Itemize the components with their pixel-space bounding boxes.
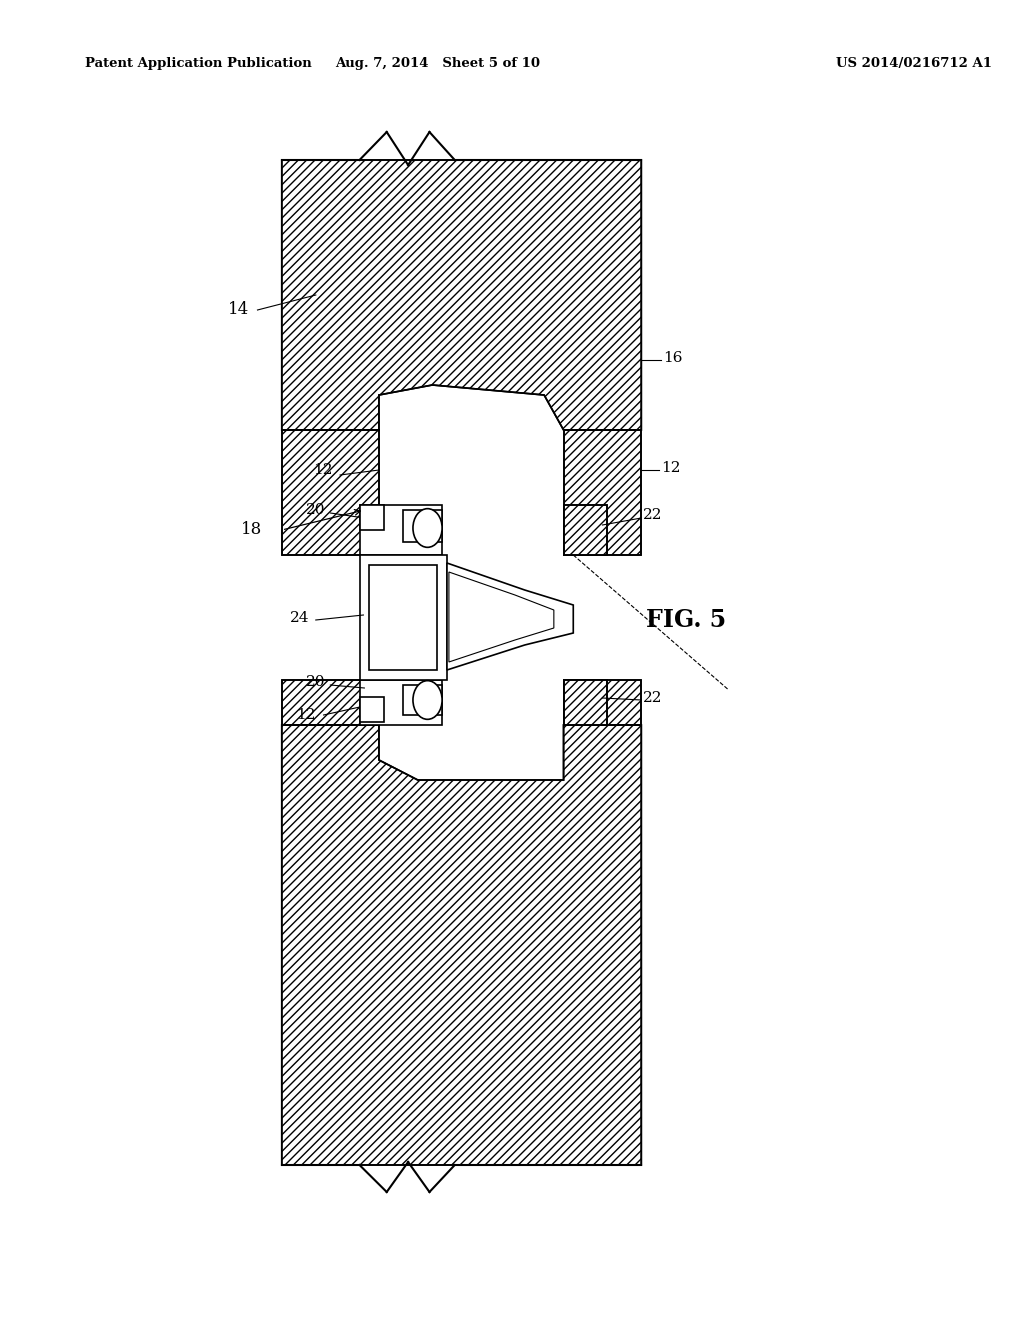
Polygon shape	[359, 680, 442, 725]
Polygon shape	[359, 554, 446, 680]
Polygon shape	[403, 685, 442, 715]
Text: US 2014/0216712 A1: US 2014/0216712 A1	[836, 57, 992, 70]
Polygon shape	[282, 160, 641, 430]
Text: 20: 20	[306, 503, 326, 517]
Text: 12: 12	[296, 708, 315, 722]
Text: 24: 24	[290, 611, 309, 624]
Polygon shape	[563, 680, 607, 725]
Polygon shape	[446, 564, 573, 671]
Polygon shape	[563, 680, 641, 725]
Text: 18: 18	[241, 521, 262, 539]
Polygon shape	[563, 506, 607, 554]
Polygon shape	[282, 725, 641, 1166]
Polygon shape	[359, 506, 442, 554]
Text: 22: 22	[643, 508, 663, 521]
Text: FIG. 5: FIG. 5	[646, 609, 726, 632]
Polygon shape	[359, 506, 384, 531]
Text: 22: 22	[643, 690, 663, 705]
Text: 12: 12	[660, 461, 680, 475]
Text: 14: 14	[228, 301, 250, 318]
Polygon shape	[370, 565, 437, 671]
Polygon shape	[403, 510, 442, 543]
Polygon shape	[563, 430, 641, 554]
Text: 12: 12	[313, 463, 333, 477]
Polygon shape	[449, 572, 554, 663]
Text: Patent Application Publication: Patent Application Publication	[85, 57, 311, 70]
Circle shape	[413, 508, 442, 548]
Polygon shape	[282, 430, 379, 554]
Text: 20: 20	[306, 675, 326, 689]
Text: Aug. 7, 2014   Sheet 5 of 10: Aug. 7, 2014 Sheet 5 of 10	[335, 57, 541, 70]
Polygon shape	[359, 697, 384, 722]
Text: 16: 16	[663, 351, 682, 366]
Polygon shape	[282, 680, 379, 725]
Circle shape	[413, 681, 442, 719]
